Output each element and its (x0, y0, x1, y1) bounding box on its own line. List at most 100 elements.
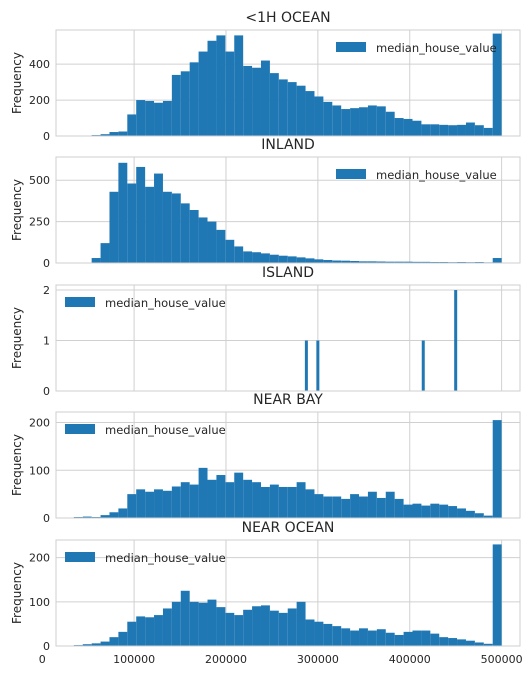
histogram-bar (145, 100, 155, 136)
histogram-bar (421, 261, 431, 263)
histogram-bar (145, 617, 155, 646)
histogram-bar (109, 512, 119, 518)
y-tick-label: 250 (29, 216, 50, 229)
histogram-bar (189, 62, 199, 136)
panel-title: ISLAND (262, 265, 314, 281)
histogram-bar (278, 79, 288, 136)
histogram-bar (180, 482, 190, 518)
legend-swatch (65, 552, 95, 562)
histogram-bar (341, 628, 351, 646)
histogram-bar (376, 106, 386, 136)
histogram-bar (323, 623, 333, 646)
histogram-bar (100, 243, 110, 263)
histogram-bar (91, 258, 101, 263)
histogram-bar (314, 96, 324, 136)
histogram-bar (483, 643, 493, 646)
histogram-bar (448, 125, 458, 136)
histogram-bar (145, 186, 155, 263)
histogram-bar (243, 479, 253, 518)
histogram-bar (207, 479, 217, 518)
y-tick-label: 100 (29, 464, 50, 477)
histogram-bar (100, 515, 110, 518)
histogram-bar (216, 607, 226, 646)
plot-area-frame (55, 29, 521, 137)
histogram-bar (252, 252, 261, 263)
histogram-bar (269, 610, 279, 646)
histogram-bar (305, 489, 315, 518)
histogram-bar (269, 254, 279, 263)
y-axis-label: Frequency (10, 179, 24, 241)
histogram-bar (260, 60, 270, 136)
y-tick-label: 0 (43, 640, 50, 653)
histogram-bar (332, 626, 342, 646)
histogram-bar (136, 616, 146, 646)
plot-area-frame (55, 284, 521, 392)
plot-area-frame (55, 411, 521, 519)
histogram-bar (278, 612, 288, 646)
histogram-bar (243, 609, 253, 646)
legend-label: median_house_value (105, 551, 226, 565)
histogram-bar (287, 608, 297, 646)
histogram-bar (412, 261, 422, 263)
histogram-bar (189, 484, 199, 518)
histogram-bar (465, 510, 475, 518)
histogram-bar (252, 67, 261, 136)
histogram-bar (430, 124, 440, 136)
histogram-bar (412, 503, 422, 518)
histogram-bar (252, 482, 261, 518)
histogram-bar (430, 633, 440, 646)
histogram-bar (367, 261, 377, 263)
histogram-bar (439, 637, 449, 646)
y-tick-label: 500 (29, 174, 50, 187)
y-tick-label: 400 (29, 58, 50, 71)
histogram-bar (234, 246, 244, 263)
legend-label: median_house_value (105, 296, 226, 310)
histogram-bar (385, 491, 395, 518)
histogram-bar (350, 494, 360, 518)
histogram-bar (316, 340, 320, 391)
histogram-bar (403, 118, 413, 136)
histogram-bar (189, 210, 199, 263)
histogram-bar (171, 193, 181, 263)
histogram-bar (421, 340, 425, 391)
histogram-bar (91, 643, 101, 646)
histogram-bar (341, 260, 351, 263)
histogram-bar (474, 125, 484, 136)
histogram-bar (474, 513, 484, 518)
histogram-bar (359, 107, 368, 136)
x-tick-label: 400000 (389, 653, 431, 666)
y-tick-label: 200 (29, 417, 50, 430)
histogram-bar (207, 221, 217, 263)
histogram-bar (216, 229, 226, 263)
histogram-bar (109, 637, 119, 646)
histogram-bar (278, 486, 288, 518)
histogram-bar (100, 641, 110, 646)
histogram-bar (136, 489, 146, 518)
panel-title: <1H OCEAN (245, 10, 330, 26)
histogram-bar (350, 630, 360, 646)
histogram-bar (394, 261, 404, 263)
histogram-bar (403, 504, 413, 518)
x-tick-label: 200000 (205, 653, 247, 666)
histogram-bar (198, 51, 208, 136)
histogram-bar (225, 239, 235, 263)
histogram-bar (82, 644, 92, 646)
histogram-bar (198, 467, 208, 518)
histogram-bar (483, 127, 493, 136)
histogram-bar (421, 124, 431, 136)
histogram-bar (118, 508, 128, 518)
histogram-bar (189, 601, 199, 646)
y-tick-label: 200 (29, 94, 50, 107)
histogram-bar (234, 35, 244, 136)
histogram-bar (118, 631, 128, 646)
histogram-bar (474, 642, 484, 646)
histogram-bar (260, 486, 270, 518)
y-tick-label: 0 (43, 385, 50, 398)
y-tick-label: 200 (29, 552, 50, 565)
histogram-bar (430, 503, 440, 518)
plot-area-frame (55, 539, 521, 647)
histogram-bar (109, 191, 119, 263)
histogram-bar (180, 203, 190, 263)
histogram-bar (278, 255, 288, 263)
histogram-bar (234, 472, 244, 518)
